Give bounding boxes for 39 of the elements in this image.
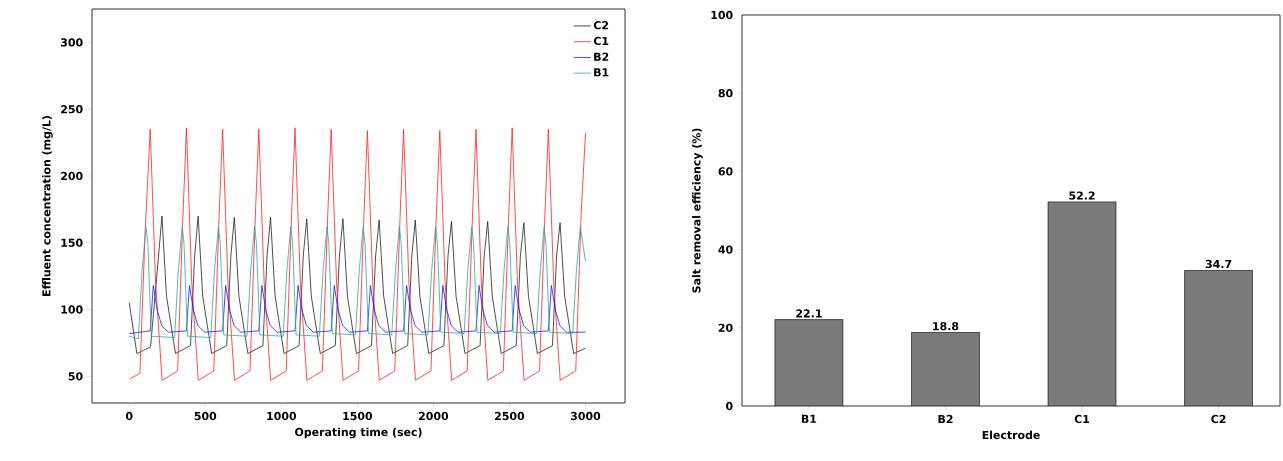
line-series — [128, 226, 586, 340]
y-tick-label: 100 — [711, 10, 733, 20]
x-tick-label: 0 — [125, 411, 133, 421]
x-tick-label: C2 — [1211, 414, 1226, 424]
line-series — [128, 215, 586, 354]
y-tick-label: 200 — [61, 171, 83, 181]
data-label: 52.2 — [1069, 191, 1095, 200]
legend-label: B1 — [594, 68, 609, 77]
y-axis-title: Effluent concentration (mg/L) — [42, 116, 53, 296]
x-tick-label: 1500 — [343, 411, 373, 421]
y-tick-label: 150 — [61, 238, 83, 247]
x-tick-label: 1000 — [267, 411, 297, 421]
line-series — [128, 127, 586, 381]
data-label: 34.7 — [1205, 259, 1232, 269]
legend-label: C2 — [593, 21, 609, 30]
y-tick-label: 60 — [718, 167, 733, 176]
y-tick-label: 50 — [68, 372, 83, 381]
x-axis-title: Electrode — [982, 430, 1040, 440]
x-tick-label: 500 — [194, 411, 217, 421]
y-tick-label: 100 — [61, 305, 83, 314]
data-label: 22.1 — [796, 309, 822, 318]
y-tick-label: 20 — [718, 323, 733, 332]
y-tick-label: 0 — [726, 401, 733, 411]
x-tick-label: 3000 — [570, 411, 601, 421]
data-label: 18.8 — [933, 322, 959, 331]
y-tick-label: 300 — [61, 38, 83, 47]
x-tick-label: B1 — [801, 414, 817, 423]
x-tick-label: 2500 — [495, 411, 525, 421]
line-series — [128, 285, 586, 334]
x-tick-label: B2 — [938, 414, 953, 423]
y-tick-label: 80 — [718, 89, 733, 98]
legend-label: C1 — [593, 36, 609, 46]
y-tick-label: 40 — [718, 245, 733, 254]
x-axis-title: Operating time (sec) — [295, 427, 422, 439]
legend-label: B2 — [594, 52, 609, 61]
y-axis-title: Salt removal efficiency (%) — [692, 128, 703, 293]
y-tick-label: 250 — [61, 105, 83, 114]
x-tick-label: 2000 — [419, 411, 449, 421]
x-tick-label: C1 — [1074, 414, 1090, 424]
